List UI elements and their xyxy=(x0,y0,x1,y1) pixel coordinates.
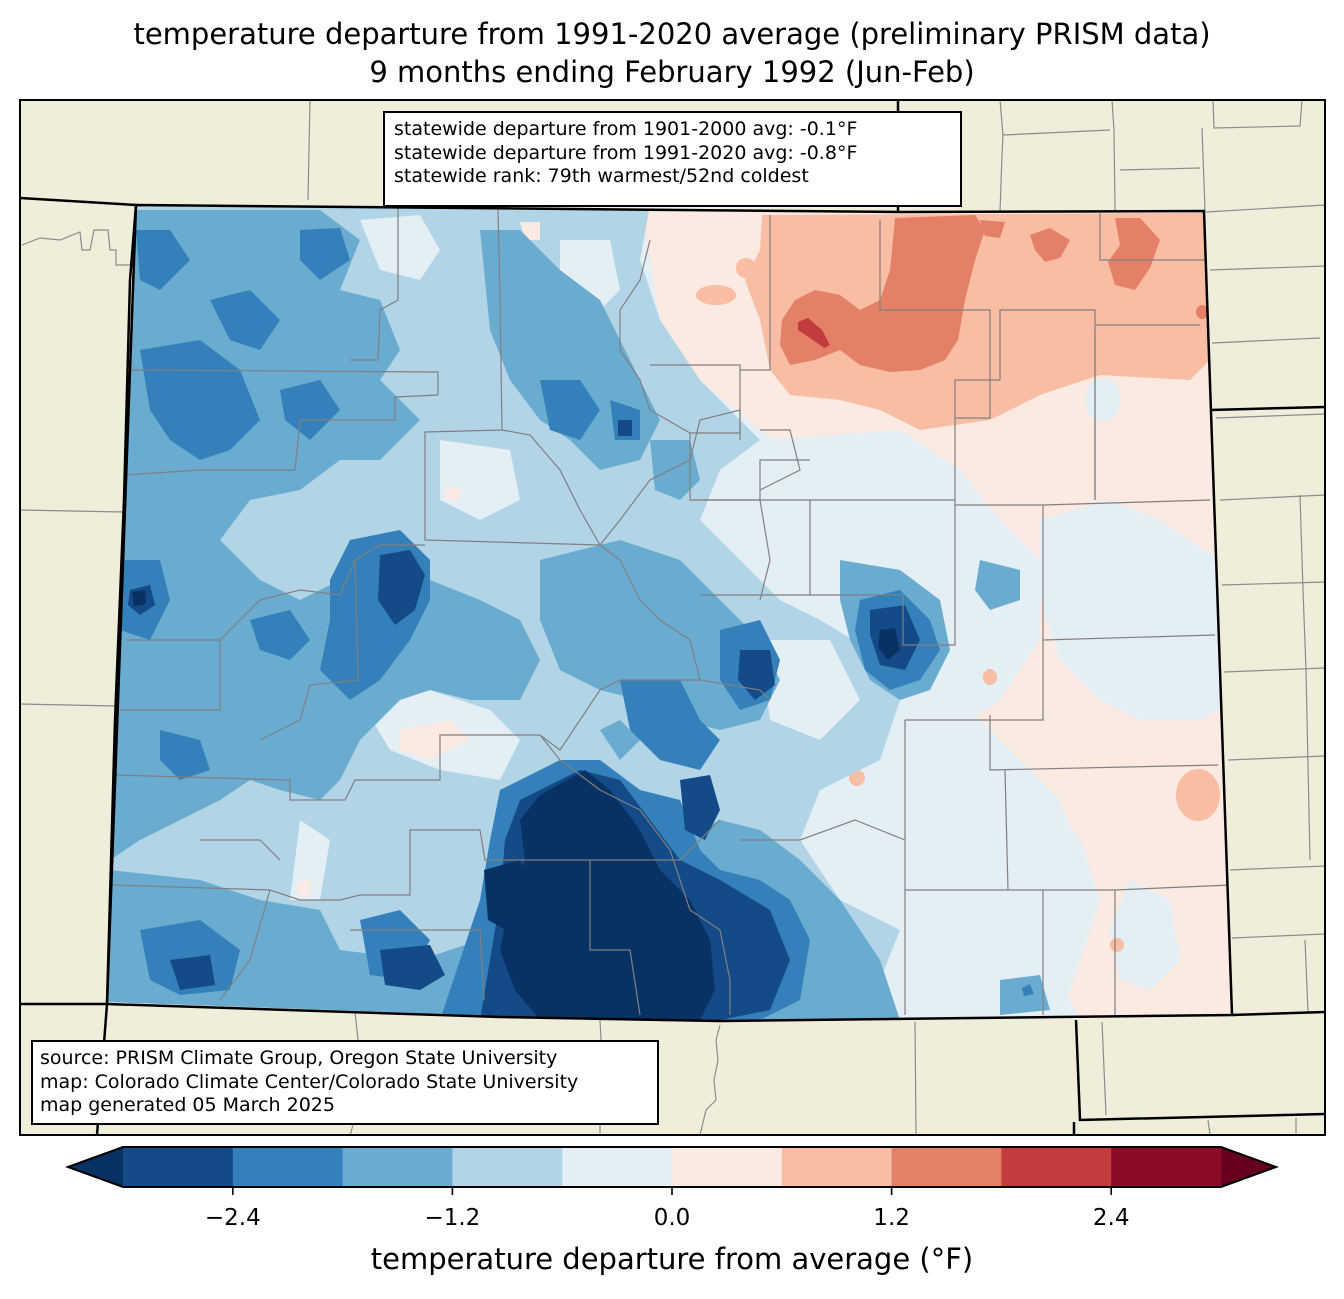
state-borders xyxy=(20,100,1325,1135)
colorbar-tick-label: 2.4 xyxy=(1092,1205,1130,1231)
colorbar-tick-label: 0.0 xyxy=(653,1205,691,1231)
colorbar-segment xyxy=(562,1147,673,1187)
stats-departure-1991-2020: statewide departure from 1991-2020 avg: … xyxy=(394,141,858,164)
colorbar-segment xyxy=(342,1147,453,1187)
colorbar-segment xyxy=(123,1147,234,1187)
map-generated-date: map generated 05 March 2025 xyxy=(40,1094,335,1116)
colorbar-extend-min xyxy=(68,1147,123,1187)
colorbar-tick-label: −1.2 xyxy=(424,1205,481,1231)
statewide-stats-box: statewide departure from 1901-2000 avg: … xyxy=(383,111,962,207)
stats-rank: statewide rank: 79th warmest/52nd coldes… xyxy=(394,165,809,187)
colorado-temperature-map xyxy=(19,99,1326,1136)
colorbar-segment xyxy=(672,1147,783,1187)
source-credit: source: PRISM Climate Group, Oregon Stat… xyxy=(40,1047,558,1069)
colorbar-segment xyxy=(452,1147,563,1187)
contour-warm-1.8-2.4 xyxy=(798,318,830,348)
colorbar-tick-label: −2.4 xyxy=(204,1205,261,1231)
contour-warm-1.2-1.8 xyxy=(780,215,985,372)
colorbar-segment xyxy=(1111,1147,1222,1187)
source-credits-box: source: PRISM Climate Group, Oregon Stat… xyxy=(31,1040,659,1125)
temperature-contour-field xyxy=(107,205,1232,1020)
map-title-line1: temperature departure from 1991-2020 ave… xyxy=(133,17,1211,51)
colorbar-segment xyxy=(781,1147,893,1187)
colorado-border xyxy=(105,203,1234,1023)
map-credit: map: Colorado Climate Center/Colorado St… xyxy=(40,1070,579,1093)
colorbar-segment xyxy=(891,1147,1002,1187)
map-title-line2: 9 months ending February 1992 (Jun-Feb) xyxy=(369,55,975,89)
stats-departure-1901-2000: statewide departure from 1901-2000 avg: … xyxy=(394,118,858,140)
neighbor-county-lines xyxy=(20,100,1325,1135)
contour-cool-below-3.0 xyxy=(500,770,715,1020)
colorbar-label: temperature departure from average (°F) xyxy=(370,1242,974,1276)
colorbar-extend-max xyxy=(1221,1147,1276,1187)
colorbar-segment xyxy=(232,1147,344,1187)
contour-warm-0.6-1.2 xyxy=(745,213,1210,430)
colorado-county-lines xyxy=(109,205,1231,1016)
colorbar xyxy=(65,1146,1279,1195)
map-frame xyxy=(19,99,1326,1136)
colorbar-segment xyxy=(1001,1147,1112,1187)
contour-cool-1.8-2.4 xyxy=(136,230,190,290)
colorbar-tick-label: 1.2 xyxy=(873,1205,910,1231)
colorbar-outline xyxy=(65,1146,1279,1188)
